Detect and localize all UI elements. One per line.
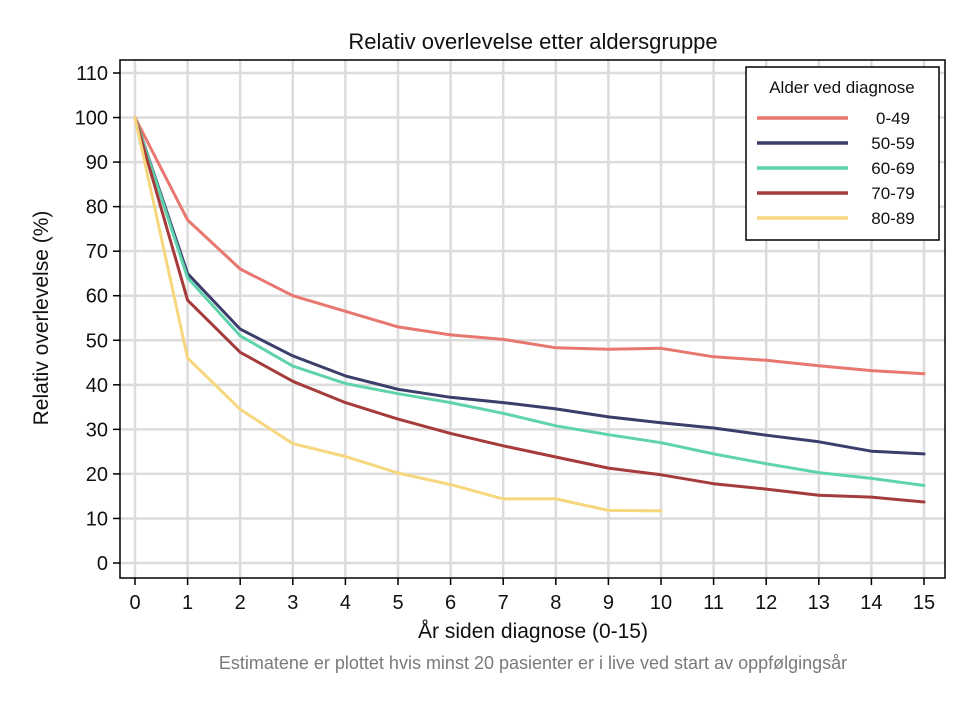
chart-caption: Estimatene er plottet hvis minst 20 pasi…: [219, 653, 847, 673]
y-axis-label: Relativ overlevelse (%): [30, 211, 53, 426]
series-line-0-49: [133, 116, 926, 376]
x-tick-label: 11: [703, 592, 724, 614]
chart-title: Relativ overlevelse etter aldersgruppe: [348, 29, 717, 54]
x-axis-label: År siden diagnose (0-15): [418, 620, 648, 643]
x-tick-label: 1: [182, 592, 193, 614]
series-layer: [133, 116, 926, 513]
legend-label: 0-49: [876, 109, 910, 128]
series-line-50-59: [133, 116, 926, 456]
plot-frame: [119, 59, 946, 579]
x-tick-label: 9: [603, 592, 614, 614]
legend-items: 0-49 50-59 60-69 70-79 80-89: [757, 109, 915, 228]
x-tick-label: 12: [755, 592, 777, 614]
legend-title: Alder ved diagnose: [769, 78, 915, 97]
y-tick-label: 10: [86, 508, 108, 530]
x-tick-label: 3: [287, 592, 298, 614]
x-tick-label: 6: [445, 592, 456, 614]
legend: Alder ved diagnose 0-49 50-59 60-69 70-79 80…: [745, 66, 940, 241]
x-tick-label: 7: [498, 592, 509, 614]
x-tick-label: 13: [808, 592, 830, 614]
axes: 0 1 2 3 4 5 6 7 8 9 10 11 12 13 14 15010203040506070809…: [75, 63, 936, 614]
y-tick-label: 60: [86, 286, 108, 308]
legend-label: 80-89: [871, 209, 914, 228]
y-tick-label: 40: [86, 375, 108, 397]
x-tick-label: 5: [392, 592, 403, 614]
y-tick-label: 90: [86, 152, 108, 174]
y-tick-label: 100: [75, 108, 108, 130]
y-tick-label: 70: [86, 241, 108, 263]
y-tick-label: 30: [86, 419, 108, 441]
series-line-70-79: [133, 116, 926, 504]
legend-label: 60-69: [871, 159, 914, 178]
series-line-80-89: [133, 116, 663, 513]
x-tick-label: 10: [650, 592, 672, 614]
x-tick-label: 2: [235, 592, 246, 614]
legend-box: [745, 66, 940, 241]
y-tick-label: 110: [76, 63, 108, 85]
series-line-60-69: [133, 116, 926, 487]
legend-label: 70-79: [871, 184, 914, 203]
y-tick-label: 20: [86, 464, 108, 486]
y-tick-label: 80: [86, 197, 108, 219]
x-tick-label: 15: [913, 592, 935, 614]
x-tick-label: 4: [340, 592, 351, 614]
legend-label: 50-59: [871, 134, 914, 153]
x-tick-label: 0: [129, 592, 140, 614]
y-tick-label: 0: [97, 553, 108, 575]
x-tick-label: 8: [550, 592, 561, 614]
y-tick-label: 50: [86, 330, 108, 352]
x-tick-label: 14: [860, 592, 882, 614]
